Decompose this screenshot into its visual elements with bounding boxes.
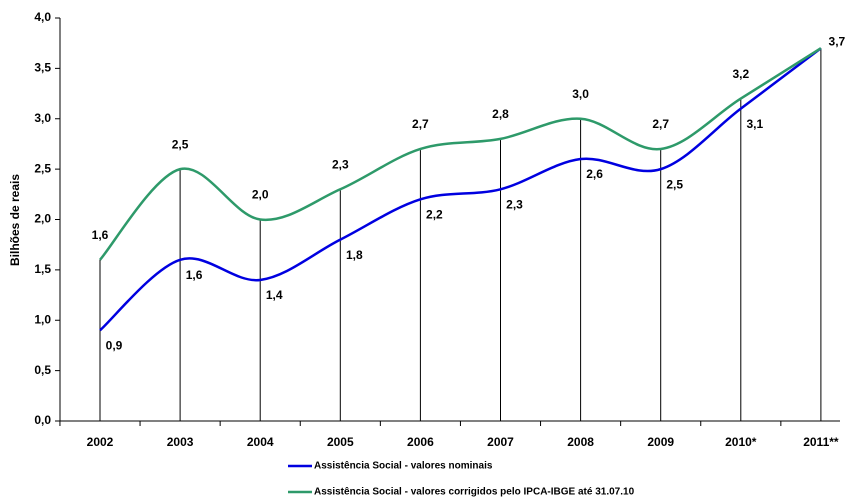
data-label: 1,6: [92, 228, 109, 242]
x-tick-label: 2005: [327, 435, 354, 449]
data-label: 3,1: [746, 117, 763, 131]
x-tick-label: 2003: [167, 435, 194, 449]
data-label: 2,5: [666, 177, 683, 191]
legend-label: Assistência Social - valores corrigidos …: [314, 487, 635, 498]
data-label: 2,3: [332, 157, 349, 171]
x-tick-label: 2009: [647, 435, 674, 449]
y-axis-label: Bilhões de reais: [8, 174, 22, 266]
data-label: 2,7: [652, 117, 669, 131]
data-label: 3,0: [572, 87, 589, 101]
data-label: 2,7: [412, 117, 429, 131]
x-tick-label: 2004: [247, 435, 274, 449]
data-label: 2,5: [172, 137, 189, 151]
data-label: 1,6: [186, 268, 203, 282]
data-label: 2,2: [426, 208, 443, 222]
y-tick-label: 3,0: [34, 111, 51, 125]
y-tick-label: 1,5: [34, 262, 51, 276]
data-label: 1,4: [266, 288, 283, 302]
legend-label: Assistência Social - valores nominais: [314, 461, 493, 472]
series-line: [99, 47, 822, 261]
data-label: 2,6: [586, 167, 603, 181]
x-tick-label: 2002: [87, 435, 114, 449]
y-tick-label: 0,0: [34, 413, 51, 427]
data-label: 2,3: [506, 197, 523, 211]
data-label: 2,8: [492, 107, 509, 121]
data-label: 1,8: [346, 248, 363, 262]
y-tick-label: 0,5: [34, 363, 51, 377]
x-tick-label: 2008: [567, 435, 594, 449]
y-tick-label: 4,0: [34, 10, 51, 24]
x-tick-label: 2011**: [803, 435, 839, 449]
series-line: [99, 47, 822, 332]
y-tick-label: 3,5: [34, 61, 51, 75]
x-tick-label: 2007: [487, 435, 514, 449]
data-label: 0,9: [106, 338, 123, 352]
y-tick-label: 2,0: [34, 212, 51, 226]
data-label: 3,2: [732, 67, 749, 81]
y-tick-label: 2,5: [34, 161, 51, 175]
y-tick-label: 1,0: [34, 312, 51, 326]
x-tick-label: 2006: [407, 435, 434, 449]
data-label: 2,0: [252, 188, 269, 202]
data-label: 3,7: [829, 34, 846, 48]
x-tick-label: 2010*: [725, 435, 757, 449]
